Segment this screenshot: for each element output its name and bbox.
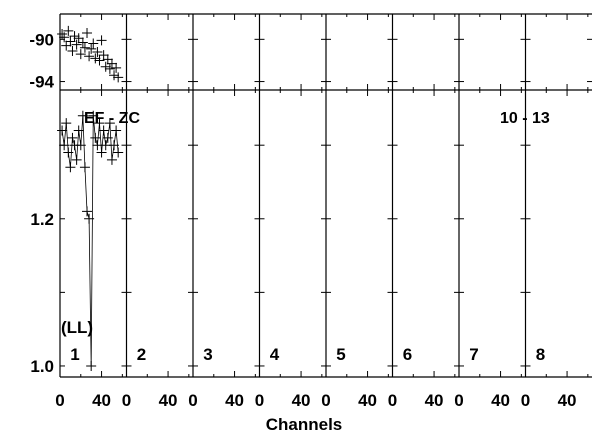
x-tick-label: 0 bbox=[454, 391, 463, 410]
panel-label-2: 2 bbox=[137, 345, 146, 364]
x-tick-label: 0 bbox=[255, 391, 264, 410]
phase-point bbox=[104, 63, 115, 74]
phase-point bbox=[100, 61, 111, 72]
x-tick-label: 40 bbox=[92, 391, 111, 410]
x-tick-label: 40 bbox=[425, 391, 444, 410]
x-tick-label: 0 bbox=[55, 391, 64, 410]
phase-point bbox=[73, 33, 84, 44]
data-marks bbox=[57, 25, 124, 371]
baseline-label: EF - ZC bbox=[84, 110, 140, 127]
panel-label-3: 3 bbox=[203, 345, 212, 364]
phase-point bbox=[59, 32, 70, 43]
phase-point bbox=[71, 39, 82, 50]
x-tick-label: 40 bbox=[159, 391, 178, 410]
x-tick-label: 40 bbox=[292, 391, 311, 410]
phase-point bbox=[61, 40, 72, 51]
phase-point bbox=[79, 42, 90, 53]
panel-label-1: 1 bbox=[70, 345, 79, 364]
time-label: 10 - 13 bbox=[500, 110, 550, 127]
x-tick-label: 40 bbox=[558, 391, 577, 410]
x-tick-label: 0 bbox=[321, 391, 330, 410]
phase-point bbox=[69, 31, 80, 42]
phase-point bbox=[111, 62, 122, 73]
phase-point bbox=[113, 72, 124, 83]
phase-point bbox=[75, 49, 86, 60]
x-tick-label: 0 bbox=[188, 391, 197, 410]
x-tick-label: 0 bbox=[388, 391, 397, 410]
phase-point bbox=[106, 58, 117, 69]
phase-point bbox=[88, 38, 99, 49]
panel-label-4: 4 bbox=[270, 345, 280, 364]
axis-ticks bbox=[59, 14, 592, 377]
phase-point bbox=[92, 47, 103, 57]
x-axis-title: Channels bbox=[266, 415, 343, 434]
phase-point bbox=[96, 35, 107, 46]
phase-point bbox=[109, 70, 120, 81]
y-tick-label-amp: 1.2 bbox=[30, 210, 54, 229]
panel-label-8: 8 bbox=[536, 345, 545, 364]
x-tick-label: 40 bbox=[491, 391, 510, 410]
amp-series-line bbox=[61, 115, 119, 366]
phase-point bbox=[77, 37, 88, 48]
x-tick-label: 40 bbox=[358, 391, 377, 410]
phase-point bbox=[65, 36, 76, 47]
phase-point bbox=[67, 45, 78, 56]
phase-point bbox=[63, 25, 74, 36]
y-tick-label-phase: -90 bbox=[29, 30, 54, 49]
panel-label-7: 7 bbox=[469, 345, 478, 364]
phase-point bbox=[98, 50, 109, 61]
y-tick-label-amp: 1.0 bbox=[30, 357, 54, 376]
phase-point bbox=[102, 54, 113, 65]
panel-label-6: 6 bbox=[403, 345, 412, 364]
plot-frames bbox=[59, 13, 592, 378]
phase-point bbox=[86, 43, 97, 54]
x-tick-label: 40 bbox=[225, 391, 244, 410]
x-tick-label: 0 bbox=[521, 391, 530, 410]
phase-point bbox=[90, 53, 101, 64]
phase-point bbox=[94, 55, 105, 66]
phase-point bbox=[82, 28, 93, 38]
phase-point bbox=[84, 51, 95, 62]
y-tick-label-phase: -94 bbox=[29, 73, 54, 92]
panel-label-5: 5 bbox=[336, 345, 345, 364]
x-tick-label: 0 bbox=[122, 391, 131, 410]
polarization-label: (LL) bbox=[61, 318, 93, 337]
